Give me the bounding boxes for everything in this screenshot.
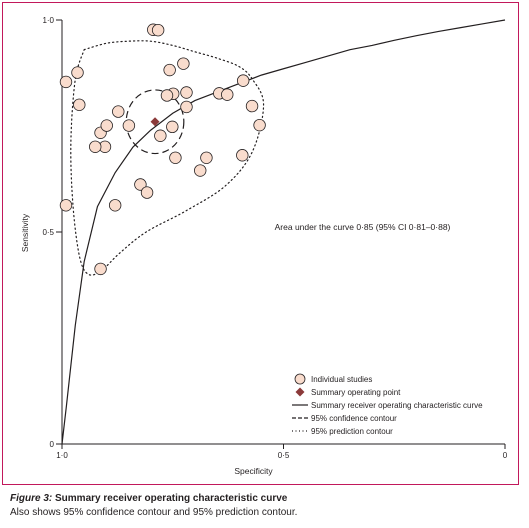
study-point [100, 119, 113, 132]
study-point [71, 66, 84, 79]
study-point [151, 23, 165, 37]
x-tick-label: 0 [503, 451, 508, 460]
study-point [163, 63, 176, 77]
confidence-contour [125, 89, 185, 155]
study-point [245, 99, 259, 113]
legend-diamond-icon [295, 387, 305, 397]
study-point [59, 199, 73, 212]
study-point [166, 120, 179, 134]
study-point [154, 129, 167, 142]
study-point [194, 164, 207, 177]
figure-frame: 0 0·5 1·0 1·0 0·5 0 Specificity Sensitivity Are… [2, 2, 519, 485]
legend-label: 95% prediction contour [311, 427, 393, 436]
sroc-curve [61, 19, 506, 445]
y-tick-label: 1·0 [42, 16, 54, 25]
study-point [59, 75, 73, 89]
legend-circle-icon [294, 373, 306, 385]
study-point [140, 186, 154, 199]
prediction-contour [70, 40, 265, 276]
auc-annotation: Area under the curve 0·85 (95% CI 0·81–0… [275, 222, 451, 232]
study-point [89, 140, 102, 153]
legend-label: 95% confidence contour [311, 414, 397, 423]
study-point [112, 105, 125, 118]
legend-label: Summary receiver operating characteristi… [311, 401, 483, 410]
study-point [253, 118, 266, 132]
study-point [169, 151, 182, 165]
study-point [236, 74, 250, 87]
figure-title: Summary receiver operating characteristi… [55, 493, 288, 504]
y-tick-label: 0·5 [42, 228, 54, 237]
study-point [180, 100, 193, 114]
study-point [180, 86, 193, 99]
legend-label: Summary operating point [311, 388, 401, 397]
sroc-chart: 0 0·5 1·0 1·0 0·5 0 Specificity Sensitivity Are… [20, 16, 508, 476]
study-point [134, 178, 147, 191]
study-point [122, 119, 136, 132]
summary-point [150, 117, 160, 127]
y-axis-label: Sensitivity [20, 213, 30, 252]
study-point [73, 98, 86, 112]
x-tick-label: 1·0 [56, 451, 68, 460]
study-point [108, 199, 122, 212]
figure-label: Figure 3: [10, 493, 53, 504]
x-axis-label: Specificity [234, 466, 273, 476]
study-point [160, 89, 174, 102]
x-tick-label: 0·5 [278, 451, 290, 460]
figure-caption-title: Figure 3: Summary receiver operating cha… [10, 492, 287, 505]
figure-caption-subtitle: Also shows 95% confidence contour and 95… [10, 507, 298, 518]
legend-label: Individual studies [311, 375, 372, 384]
study-point [94, 262, 107, 276]
study-point [236, 149, 249, 162]
study-point [221, 88, 234, 101]
study-point [200, 151, 213, 165]
study-point [177, 57, 190, 70]
y-tick-label: 0 [50, 440, 55, 449]
